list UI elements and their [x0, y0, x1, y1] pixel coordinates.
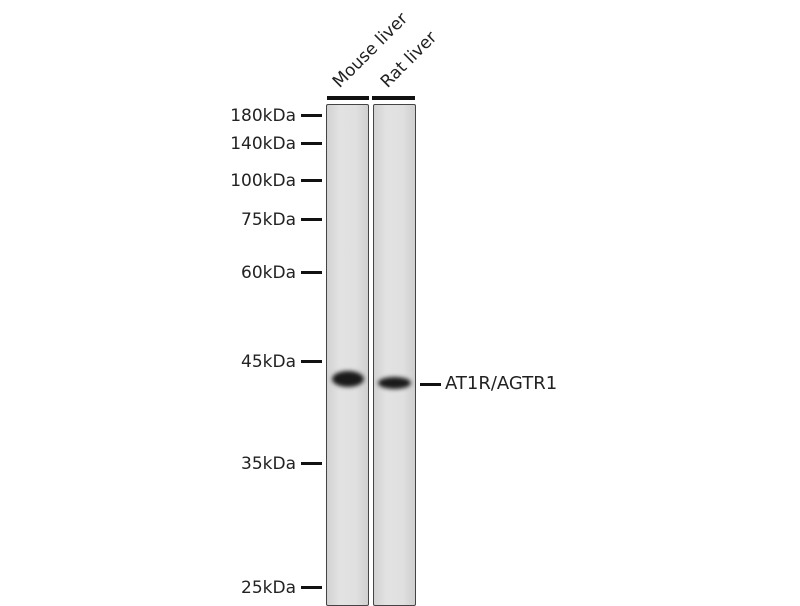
marker-45: 45kDa — [0, 352, 322, 372]
lane-bar-2 — [372, 96, 415, 100]
target-tick — [420, 383, 441, 386]
marker-25: 25kDa — [0, 578, 322, 598]
marker-100: 100kDa — [0, 171, 322, 191]
marker-140: 140kDa — [0, 134, 322, 154]
band — [332, 371, 364, 387]
marker-tick — [301, 360, 322, 363]
marker-tick — [301, 586, 322, 589]
marker-tick — [301, 142, 322, 145]
marker-tick — [301, 462, 322, 465]
marker-75: 75kDa — [0, 210, 322, 230]
marker-tick — [301, 271, 322, 274]
marker-tick — [301, 114, 322, 117]
lane-bar-1 — [327, 96, 369, 100]
marker-tick — [301, 179, 322, 182]
lane-2 — [373, 104, 416, 606]
lane-1 — [326, 104, 369, 606]
marker-60: 60kDa — [0, 263, 322, 283]
marker-35: 35kDa — [0, 454, 322, 474]
marker-tick — [301, 218, 322, 221]
marker-180: 180kDa — [0, 106, 322, 126]
band — [378, 377, 411, 389]
